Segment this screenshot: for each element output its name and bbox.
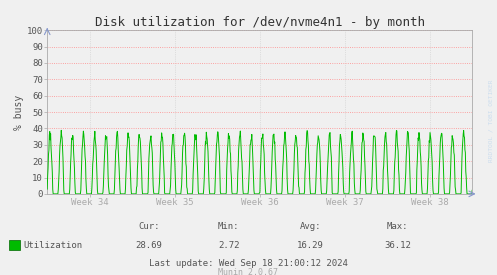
Text: Last update: Wed Sep 18 21:00:12 2024: Last update: Wed Sep 18 21:00:12 2024 [149,259,348,268]
Text: Max:: Max: [387,222,409,231]
Text: Cur:: Cur: [138,222,160,231]
Text: 28.69: 28.69 [136,241,163,250]
Y-axis label: % busy: % busy [14,94,24,130]
Text: Min:: Min: [218,222,240,231]
Text: 2.72: 2.72 [218,241,240,250]
Text: RRDTOOL / TOBI OETIKER: RRDTOOL / TOBI OETIKER [489,80,494,162]
Text: Utilization: Utilization [24,241,83,250]
Text: 16.29: 16.29 [297,241,324,250]
Title: Disk utilization for /dev/nvme4n1 - by month: Disk utilization for /dev/nvme4n1 - by m… [95,16,424,29]
Text: Munin 2.0.67: Munin 2.0.67 [219,268,278,275]
Text: 36.12: 36.12 [384,241,411,250]
Text: Avg:: Avg: [300,222,322,231]
